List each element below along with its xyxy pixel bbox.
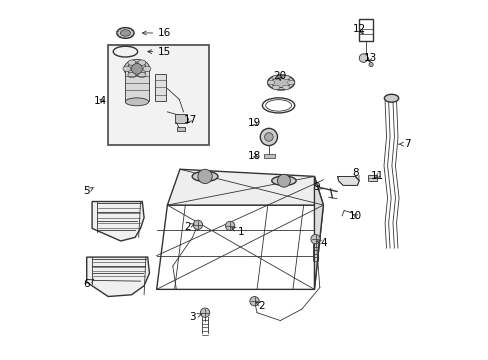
Polygon shape [337,176,359,185]
Ellipse shape [267,75,294,90]
Circle shape [310,234,320,244]
Bar [155,74,166,101]
Ellipse shape [384,94,398,102]
Ellipse shape [122,66,131,72]
Text: 12: 12 [352,24,365,35]
Circle shape [264,133,273,141]
Text: 16: 16 [142,28,171,38]
Circle shape [225,221,234,230]
Bar [125,69,148,101]
Bar [107,45,208,145]
Ellipse shape [128,72,136,78]
Text: 1: 1 [231,227,244,237]
Text: 19: 19 [247,118,261,128]
Text: 8: 8 [352,168,359,181]
Text: 2: 2 [183,222,194,231]
Circle shape [249,297,259,306]
Bar [264,154,274,158]
Polygon shape [156,205,323,289]
Circle shape [200,308,209,318]
Circle shape [277,174,290,187]
Text: 20: 20 [272,71,285,81]
Polygon shape [167,169,323,205]
Ellipse shape [128,60,136,65]
Circle shape [260,129,277,145]
Bar [367,175,376,181]
Polygon shape [314,176,323,289]
Bar [174,114,187,123]
Polygon shape [86,257,149,297]
Text: 7: 7 [398,139,410,149]
Ellipse shape [272,85,279,90]
Ellipse shape [127,62,146,76]
Text: 11: 11 [370,171,383,181]
Bar [359,19,372,41]
Ellipse shape [287,80,294,85]
Text: 5: 5 [83,186,93,197]
Circle shape [368,62,372,67]
Text: 15: 15 [147,46,171,57]
Ellipse shape [272,75,279,80]
Circle shape [359,54,367,62]
Text: 9: 9 [312,182,322,192]
Circle shape [198,169,212,184]
Text: 14: 14 [94,96,107,106]
Ellipse shape [124,59,149,78]
Ellipse shape [120,30,130,36]
Ellipse shape [271,176,296,185]
Text: 6: 6 [83,279,94,289]
Ellipse shape [192,171,218,181]
Text: 2: 2 [255,301,264,311]
Text: 18: 18 [247,150,261,161]
Ellipse shape [282,85,289,90]
Ellipse shape [271,77,290,87]
Circle shape [131,63,142,74]
Text: 10: 10 [348,211,362,221]
Circle shape [193,220,202,229]
Ellipse shape [138,60,145,65]
Text: 3: 3 [189,312,201,322]
Ellipse shape [282,75,289,80]
Text: 17: 17 [183,115,196,125]
Ellipse shape [138,72,145,78]
Bar [177,127,184,131]
Ellipse shape [125,98,148,106]
Text: 4: 4 [316,238,326,248]
Polygon shape [92,202,144,241]
Ellipse shape [142,66,151,72]
Ellipse shape [117,28,134,39]
Text: 13: 13 [363,53,376,63]
Ellipse shape [267,80,274,85]
